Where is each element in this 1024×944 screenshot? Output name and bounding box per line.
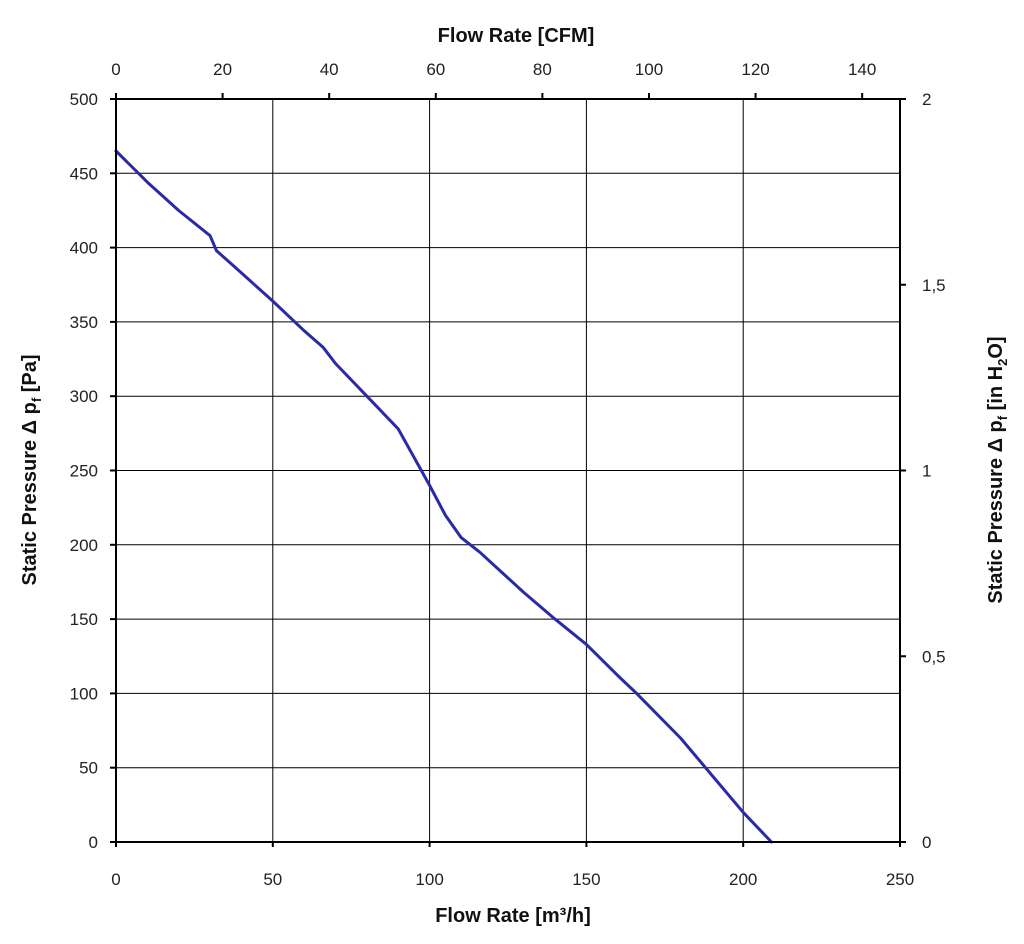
y-tick-label: 150: [70, 610, 98, 629]
tick-layer: 0 50 100 150 200 2500501001502002503003504004…: [70, 60, 946, 889]
series-layer: [114, 149, 773, 844]
y-tick-label: 500: [70, 90, 98, 109]
grid-lines: [116, 99, 900, 842]
y-tick-label: 100: [70, 684, 98, 703]
y-tick-label: 350: [70, 313, 98, 332]
y-tick-label: 0: [89, 833, 98, 852]
x-top-tick-label: 100: [635, 60, 663, 79]
x-tick-label: 250: [886, 870, 914, 889]
y-tick-label: 200: [70, 536, 98, 555]
x-top-tick-label: 140: [848, 60, 876, 79]
x-tick-label: 50: [263, 870, 282, 889]
y-axis-title-right: Static Pressure Δ pf [in H2O]: [985, 336, 1010, 603]
y-tick-label: 50: [79, 759, 98, 778]
x-tick-label: 0: [111, 870, 120, 889]
x-top-tick-label: 120: [741, 60, 769, 79]
y-tick-label: 250: [70, 462, 98, 481]
x-tick-label: 200: [729, 870, 757, 889]
y-right-tick-label: 1: [922, 462, 931, 481]
x-top-tick-label: 80: [533, 60, 552, 79]
pressure-flow-curve: [114, 149, 773, 844]
y-right-tick-label: 2: [922, 90, 931, 109]
x-axis-title-top: Flow Rate [CFM]: [438, 25, 595, 47]
x-top-tick-label: 40: [320, 60, 339, 79]
y-tick-label: 450: [70, 164, 98, 183]
x-tick-label: 150: [572, 870, 600, 889]
y-tick-label: 400: [70, 239, 98, 258]
y-tick-label: 300: [70, 387, 98, 406]
y-axis-title-left: Static Pressure Δ pf [Pa]: [19, 354, 44, 585]
x-top-tick-label: 0: [111, 60, 120, 79]
x-top-tick-label: 20: [213, 60, 232, 79]
x-top-tick-label: 60: [426, 60, 445, 79]
y-right-tick-label: 1,5: [922, 276, 946, 295]
y-right-tick-label: 0: [922, 833, 931, 852]
x-axis-title-bottom: Flow Rate [m³/h]: [435, 905, 591, 927]
y-right-tick-label: 0,5: [922, 647, 946, 666]
x-tick-label: 100: [415, 870, 443, 889]
